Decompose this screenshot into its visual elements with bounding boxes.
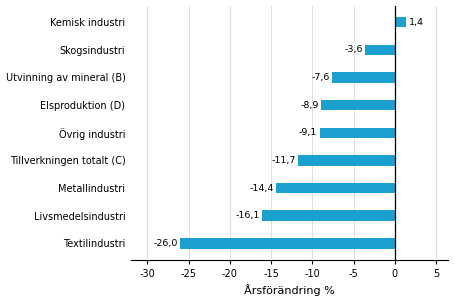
Bar <box>298 155 395 166</box>
X-axis label: Årsförändring %: Årsförändring % <box>244 284 335 297</box>
Bar <box>320 127 395 138</box>
Text: -14,4: -14,4 <box>249 184 274 193</box>
Text: -9,1: -9,1 <box>299 128 317 137</box>
Bar <box>276 183 395 193</box>
Bar <box>262 210 395 221</box>
Bar <box>180 238 395 249</box>
Text: -8,9: -8,9 <box>301 101 319 110</box>
Text: -7,6: -7,6 <box>311 73 330 82</box>
Text: -16,1: -16,1 <box>235 211 260 220</box>
Text: -3,6: -3,6 <box>344 45 363 54</box>
Text: -11,7: -11,7 <box>271 156 296 165</box>
Bar <box>365 45 395 55</box>
Text: -26,0: -26,0 <box>153 239 178 248</box>
Bar <box>332 72 395 83</box>
Bar <box>321 100 395 110</box>
Text: 1,4: 1,4 <box>409 18 424 27</box>
Bar <box>395 17 406 27</box>
